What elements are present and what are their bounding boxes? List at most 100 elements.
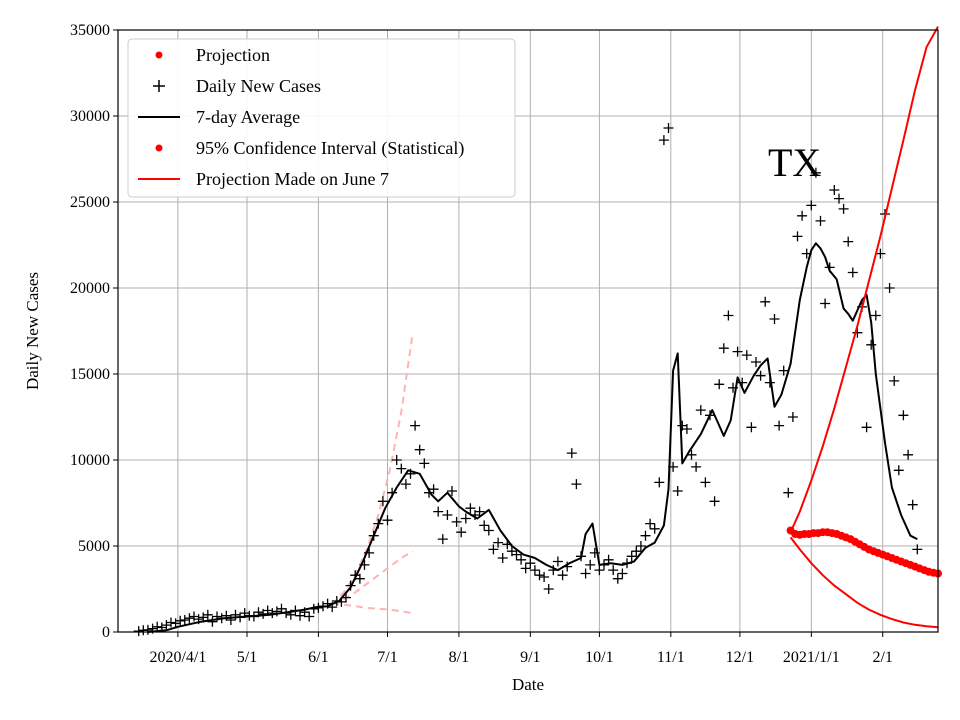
case-marker [594, 565, 605, 576]
y-tick-label: 25000 [70, 194, 110, 211]
case-marker [884, 283, 895, 293]
case-marker [557, 570, 568, 581]
case-marker [608, 565, 619, 576]
case-marker [414, 444, 425, 455]
case-marker [783, 487, 794, 498]
case-marker [552, 556, 563, 567]
case-marker [760, 296, 771, 307]
y-tick-label: 20000 [70, 280, 110, 297]
case-marker [580, 568, 591, 579]
case-marker [460, 513, 471, 524]
case-marker [751, 357, 761, 367]
case-marker [889, 375, 900, 386]
case-marker [700, 477, 711, 488]
case-marker [483, 525, 494, 536]
case-marker [525, 558, 536, 569]
case-marker [221, 610, 232, 621]
case-marker [645, 518, 656, 529]
case-marker [189, 611, 199, 622]
state-annotation: TX [768, 140, 821, 185]
case-marker [400, 479, 411, 490]
june7-upper-curve [331, 332, 414, 606]
legend-box [127, 38, 516, 198]
case-marker [635, 541, 646, 551]
case-marker [207, 616, 218, 627]
x-tick-label: 10/1 [585, 649, 613, 666]
case-marker [806, 200, 817, 211]
case-marker [820, 298, 831, 309]
case-marker [184, 613, 195, 624]
case-marker [866, 339, 877, 350]
case-marker [792, 231, 803, 242]
case-marker [903, 449, 914, 460]
ci-lower-curve [789, 536, 939, 629]
x-tick-label: 2021/1/1 [783, 649, 840, 666]
y-tick-label: 30000 [70, 108, 110, 125]
case-marker [479, 520, 490, 531]
case-marker [497, 553, 508, 563]
x-tick-label: 11/1 [657, 649, 685, 666]
case-marker [769, 314, 780, 324]
legend-label: Daily New Cases [196, 76, 321, 96]
case-marker [511, 549, 522, 560]
case-marker [617, 568, 628, 579]
case-marker [354, 573, 365, 584]
case-marker [391, 455, 402, 465]
case-marker [382, 515, 393, 526]
case-marker [797, 210, 808, 221]
case-marker [861, 422, 872, 433]
x-axis-label: Date [512, 675, 544, 694]
case-marker [663, 123, 674, 133]
case-marker [516, 554, 527, 565]
case-marker [152, 621, 163, 632]
case-marker [304, 611, 315, 622]
case-marker [746, 422, 757, 433]
case-marker [787, 412, 798, 422]
case-marker [175, 615, 186, 626]
case-marker [447, 486, 457, 496]
june7-lower-curve [332, 601, 413, 615]
projection-markers [786, 526, 942, 578]
case-marker [142, 624, 153, 635]
x-tick-label: 6/1 [308, 649, 328, 666]
case-marker [649, 523, 660, 534]
case-marker [714, 379, 725, 390]
case-marker [262, 605, 273, 616]
case-marker [723, 310, 734, 321]
case-marker [534, 570, 545, 581]
case-marker [202, 609, 213, 620]
case-marker [843, 236, 854, 247]
y-tick-label: 10000 [70, 452, 110, 469]
case-marker [691, 461, 702, 472]
y-tick-label: 5000 [78, 538, 110, 555]
case-marker [898, 410, 909, 421]
case-marker [612, 573, 623, 584]
legend-label: 95% Confidence Interval (Statistical) [196, 138, 464, 159]
case-marker [566, 448, 577, 459]
legend-dot-icon [155, 51, 163, 59]
case-marker [442, 510, 453, 520]
case-marker [709, 496, 720, 507]
y-tick-label: 0 [102, 624, 110, 641]
case-marker [741, 350, 752, 361]
legend: Projection Daily New Cases 7-day Average 95… [127, 38, 516, 198]
case-marker [718, 343, 729, 354]
x-tick-label: 7/1 [377, 649, 397, 666]
case-marker [672, 486, 683, 496]
case-marker [419, 458, 430, 469]
case-marker [774, 420, 785, 431]
case-marker [377, 496, 388, 507]
legend-item: 95% Confidence Interval (Statistical) [155, 138, 464, 159]
x-tick-label: 9/1 [520, 649, 540, 666]
y-tick-label: 15000 [70, 366, 110, 383]
case-marker [433, 506, 444, 517]
x-tick-label: 8/1 [449, 649, 469, 666]
case-marker [834, 193, 844, 204]
case-marker [179, 615, 190, 625]
legend-dot-icon [155, 144, 163, 152]
case-marker [493, 537, 504, 548]
case-marker [133, 626, 144, 637]
ci-upper-curve [789, 26, 939, 533]
case-marker [829, 185, 840, 195]
